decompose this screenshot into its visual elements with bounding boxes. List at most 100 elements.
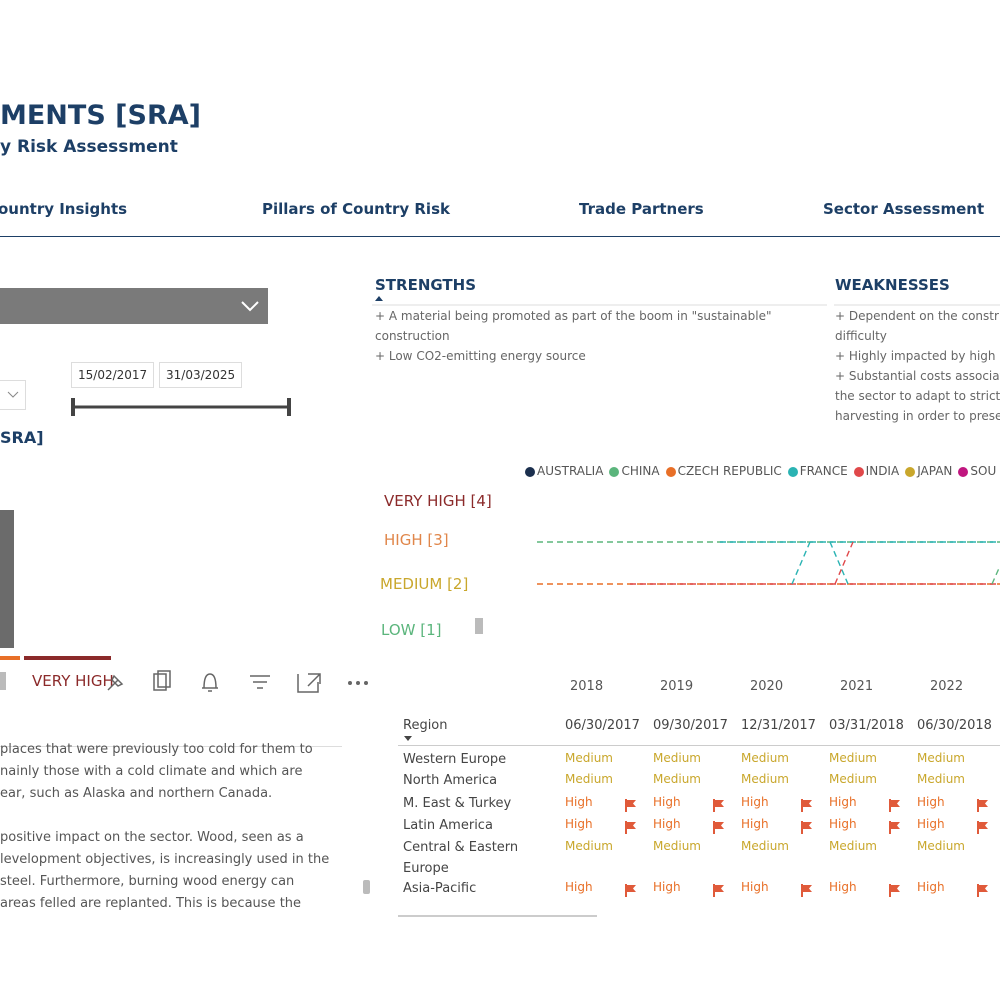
flag [713, 821, 724, 834]
risk-cell: Medium [917, 772, 965, 786]
bar [0, 510, 14, 648]
region-cell: Latin America [403, 818, 493, 833]
risk-cell: Medium [741, 751, 789, 765]
risk-cell: Medium [829, 839, 877, 853]
flag-icon [801, 819, 813, 838]
risk-cell: High [565, 880, 593, 894]
risk-cell: Medium [917, 751, 965, 765]
flag-icon [625, 819, 637, 838]
sort-indicator [404, 736, 412, 741]
x-tick-label: 2021 [840, 679, 874, 694]
strengths-title: STRENGTHS [375, 276, 477, 294]
dropdown[interactable] [0, 288, 268, 324]
legend-label: CHINA [621, 464, 660, 478]
focus-icon[interactable] [297, 673, 321, 693]
flag [977, 884, 988, 897]
column-header: 03/31/2018 [829, 718, 904, 733]
legend-label: INDIA [865, 464, 900, 478]
y-level-label: MEDIUM [2] [380, 575, 469, 593]
risk-cell: High [917, 880, 945, 894]
risk-cell: Medium [829, 772, 877, 786]
risk-cell: Medium [653, 751, 701, 765]
nav-tab[interactable]: Trade Partners [579, 200, 704, 218]
chevron [7, 391, 19, 398]
filter-icon[interactable] [250, 675, 270, 689]
flag [625, 821, 636, 834]
flag [713, 884, 724, 897]
region-cell: M. East & Turkey [403, 796, 512, 811]
text-line: areas felled are replanted. This is beca… [0, 896, 302, 911]
text-line: + A material being promoted as part of t… [375, 309, 772, 323]
risk-cell: High [741, 795, 769, 809]
legend-dot [525, 467, 535, 477]
x-tick-label: 2020 [750, 679, 784, 694]
text-line: harvesting in order to prese [835, 409, 1000, 423]
y-level-label: HIGH [3] [384, 531, 449, 549]
legend-label: SOU [970, 464, 997, 478]
risk-cell: Medium [565, 751, 613, 765]
pin-icon[interactable] [107, 674, 124, 691]
small-dropdown[interactable] [0, 380, 26, 410]
section-heading: SRA] [0, 428, 44, 447]
text-line: construction [375, 329, 450, 343]
risk-cell: High [829, 817, 857, 831]
chevron [241, 301, 259, 312]
copy-icon[interactable] [153, 673, 167, 691]
flag [889, 799, 900, 812]
trend-lines [537, 541, 1000, 585]
flag [889, 821, 900, 834]
more-icon[interactable] [348, 681, 368, 685]
x-tick-label: 2022 [930, 679, 964, 694]
divider [0, 746, 342, 747]
risk-cell: High [565, 817, 593, 831]
title: MENTS [SRA] [0, 100, 201, 131]
text-line: positive impact on the sector. Wood, see… [0, 830, 304, 845]
bell-icon[interactable] [202, 673, 218, 692]
risk-cell: High [917, 795, 945, 809]
column-header: 06/30/2018 [917, 718, 992, 733]
subtitle: y Risk Assessment [0, 137, 178, 157]
text-line: places that were previously too cold for… [0, 742, 313, 757]
date-slider[interactable] [70, 396, 296, 420]
risk-cell: Medium [829, 751, 877, 765]
nav-tab[interactable]: Sector Assessment [823, 200, 985, 218]
flag-icon [801, 797, 813, 816]
flag [713, 799, 724, 812]
nav-tab[interactable]: ountry Insights [0, 200, 128, 218]
text-line: levelopment objectives, is increasingly … [0, 852, 330, 867]
text-line: ear, such as Alaska and northern Canada. [0, 786, 273, 801]
flag-icon [625, 797, 637, 816]
scroll-thumb [475, 618, 483, 634]
text-line: the sector to adapt to strict [835, 389, 1000, 403]
scrollbar [398, 915, 597, 917]
scale-strip [0, 656, 20, 660]
flag [625, 884, 636, 897]
flag-icon [801, 882, 813, 901]
flag [801, 884, 812, 897]
risk-cell: High [653, 817, 681, 831]
toolbar [107, 670, 368, 693]
region-cell: North America [403, 773, 498, 788]
flag [889, 884, 900, 897]
text-line: + Substantial costs associat [835, 369, 1000, 383]
end-date[interactable]: 31/03/2025 [159, 362, 243, 388]
risk-cell: Medium [565, 839, 613, 853]
risk-cell: High [917, 817, 945, 831]
flag-icon [625, 882, 637, 901]
nav-tab[interactable]: Pillars of Country Risk [262, 200, 450, 218]
column-header: Region [403, 718, 448, 733]
legend-dot [958, 467, 969, 477]
legend-dot [853, 467, 864, 477]
header-divider [398, 745, 1000, 746]
risk-cell: Medium [653, 772, 701, 786]
start-date[interactable]: 15/02/2017 [71, 362, 155, 388]
risk-cell: Medium [741, 839, 789, 853]
flag-icon [977, 882, 989, 901]
legend-dot [609, 467, 620, 477]
flag-icon [713, 819, 725, 838]
bar-label: VERY HIGH [32, 672, 114, 690]
flag-icon [889, 797, 901, 816]
flag-icon [977, 819, 989, 838]
risk-cell: Medium [917, 839, 965, 853]
